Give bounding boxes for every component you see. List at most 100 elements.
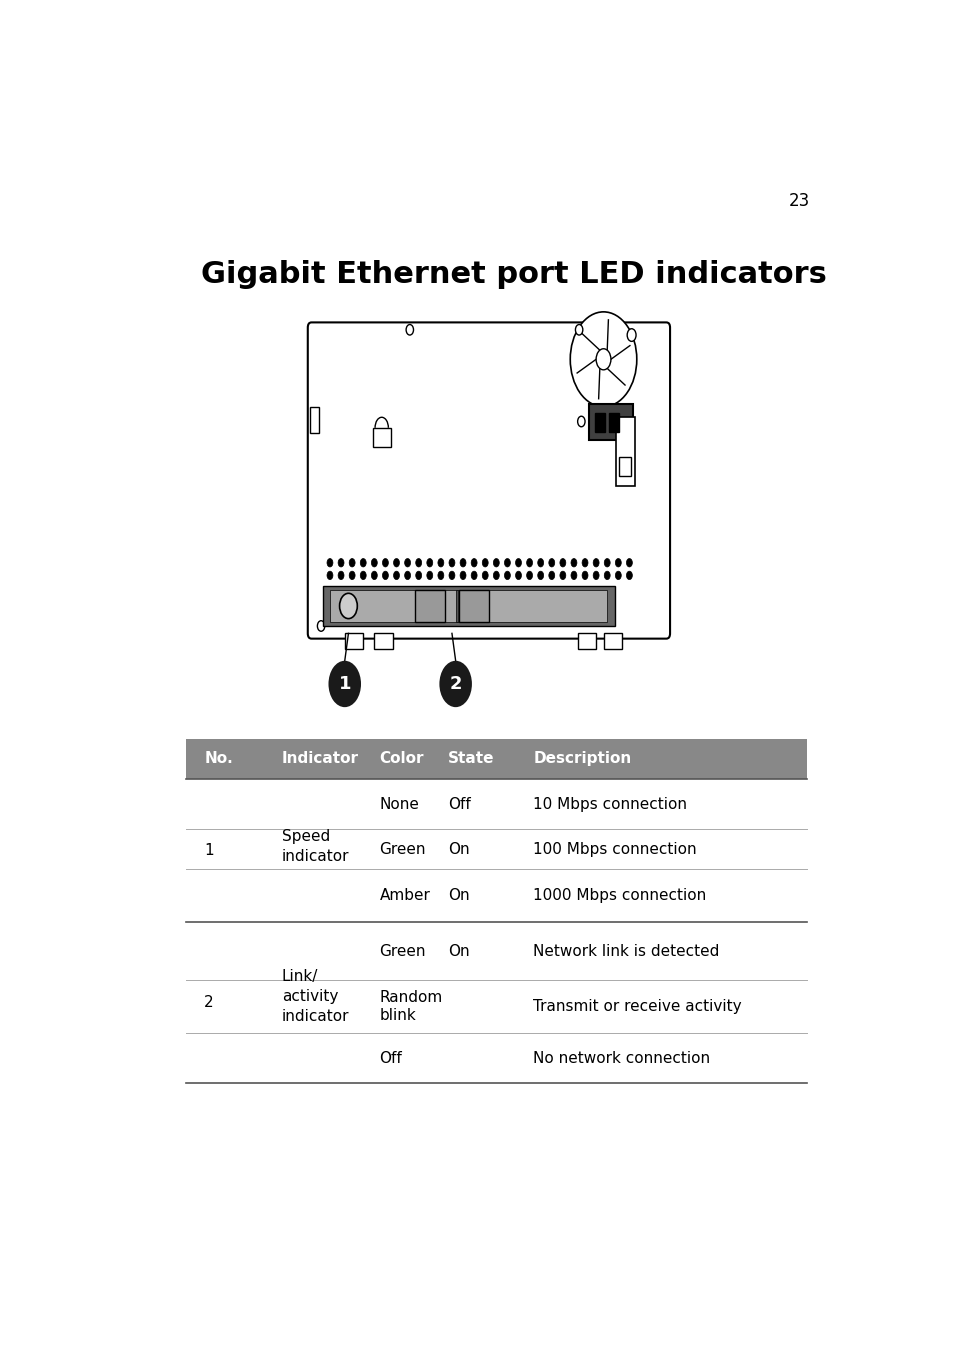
Circle shape <box>537 559 543 567</box>
Text: Indicator: Indicator <box>282 752 358 767</box>
Bar <box>608 413 618 433</box>
Circle shape <box>437 559 443 567</box>
Bar <box>330 590 607 622</box>
Bar <box>344 634 363 649</box>
Circle shape <box>339 593 357 619</box>
Circle shape <box>515 559 521 567</box>
Circle shape <box>459 571 465 579</box>
Text: Gigabit Ethernet port LED indicators: Gigabit Ethernet port LED indicators <box>200 260 825 289</box>
Circle shape <box>577 416 584 427</box>
Text: On: On <box>448 943 470 958</box>
Circle shape <box>571 559 577 567</box>
Circle shape <box>327 559 333 567</box>
Circle shape <box>426 559 433 567</box>
Text: 1: 1 <box>338 675 351 693</box>
Circle shape <box>559 571 565 579</box>
Circle shape <box>559 559 565 567</box>
Bar <box>577 634 596 649</box>
Circle shape <box>471 559 476 567</box>
FancyBboxPatch shape <box>308 322 669 638</box>
Text: Transmit or receive activity: Transmit or receive activity <box>533 999 741 1014</box>
Bar <box>588 404 633 441</box>
Circle shape <box>537 571 543 579</box>
Text: Off: Off <box>379 1050 402 1065</box>
Circle shape <box>449 571 455 579</box>
Text: 10 Mbps connection: 10 Mbps connection <box>533 797 686 812</box>
Circle shape <box>571 571 577 579</box>
Circle shape <box>360 571 366 579</box>
Circle shape <box>603 559 610 567</box>
Text: On: On <box>448 888 470 904</box>
Circle shape <box>449 559 455 567</box>
Text: Color: Color <box>379 752 423 767</box>
Circle shape <box>459 559 465 567</box>
Circle shape <box>394 571 399 579</box>
Bar <box>310 407 318 433</box>
Circle shape <box>327 571 333 579</box>
Text: No.: No. <box>204 752 233 767</box>
Circle shape <box>548 571 554 579</box>
Circle shape <box>371 571 376 579</box>
Circle shape <box>349 559 355 567</box>
Circle shape <box>404 571 410 579</box>
Circle shape <box>317 620 324 631</box>
Text: Amber: Amber <box>379 888 430 904</box>
Bar <box>594 413 604 433</box>
Circle shape <box>526 559 532 567</box>
Circle shape <box>626 571 632 579</box>
Circle shape <box>426 571 433 579</box>
Circle shape <box>596 349 610 370</box>
Bar <box>459 590 488 622</box>
Circle shape <box>593 571 598 579</box>
Bar <box>186 739 806 779</box>
Circle shape <box>493 571 498 579</box>
Circle shape <box>615 571 620 579</box>
Circle shape <box>570 312 637 407</box>
Text: None: None <box>379 797 419 812</box>
Circle shape <box>626 329 636 341</box>
Circle shape <box>382 571 388 579</box>
Circle shape <box>593 559 598 567</box>
Circle shape <box>603 571 610 579</box>
Circle shape <box>437 571 443 579</box>
Text: 1000 Mbps connection: 1000 Mbps connection <box>533 888 706 904</box>
Circle shape <box>482 571 488 579</box>
Circle shape <box>471 571 476 579</box>
Bar <box>322 586 614 626</box>
Text: Green: Green <box>379 842 426 857</box>
Circle shape <box>416 571 421 579</box>
Bar <box>456 590 457 622</box>
Circle shape <box>337 559 344 567</box>
Text: Random
blink: Random blink <box>379 990 442 1024</box>
Bar <box>415 590 444 622</box>
Text: Off: Off <box>448 797 471 812</box>
Bar <box>373 427 390 446</box>
Circle shape <box>482 559 488 567</box>
Circle shape <box>371 559 376 567</box>
Text: 1: 1 <box>204 843 213 858</box>
Circle shape <box>337 571 344 579</box>
Circle shape <box>382 559 388 567</box>
Bar <box>616 418 634 486</box>
Circle shape <box>575 324 582 335</box>
Circle shape <box>526 571 532 579</box>
Text: 2: 2 <box>204 995 213 1010</box>
Text: 100 Mbps connection: 100 Mbps connection <box>533 842 697 857</box>
Bar <box>603 634 621 649</box>
Text: On: On <box>448 842 470 857</box>
Circle shape <box>504 571 510 579</box>
Circle shape <box>439 661 472 708</box>
Text: Description: Description <box>533 752 631 767</box>
Circle shape <box>581 559 587 567</box>
Bar <box>618 457 630 476</box>
Text: Network link is detected: Network link is detected <box>533 943 719 958</box>
Circle shape <box>328 661 360 708</box>
Text: 23: 23 <box>788 192 809 211</box>
Circle shape <box>493 559 498 567</box>
Circle shape <box>360 559 366 567</box>
Circle shape <box>615 559 620 567</box>
Bar <box>374 634 393 649</box>
Circle shape <box>626 559 632 567</box>
Circle shape <box>548 559 554 567</box>
Text: Green: Green <box>379 943 426 958</box>
